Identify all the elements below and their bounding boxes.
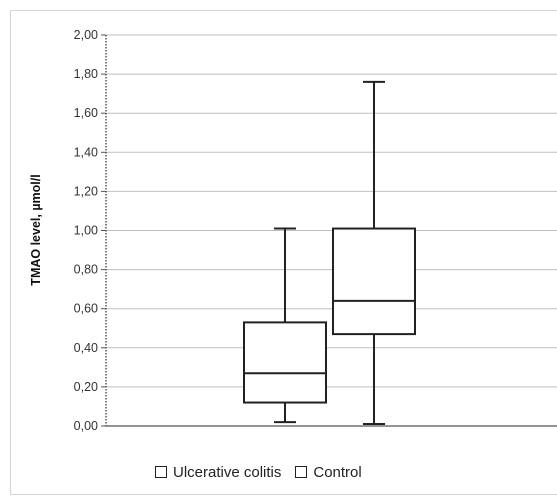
legend-item-control: Control xyxy=(295,463,362,481)
legend-swatch xyxy=(155,466,167,478)
legend-label: Control xyxy=(313,463,362,481)
y-tick-label: 1,80 xyxy=(74,67,98,81)
y-tick-label: 1,60 xyxy=(74,106,98,120)
box-series xyxy=(243,80,416,426)
legend-label: Ulcerative colitis xyxy=(173,463,282,481)
y-tick-label: 0,40 xyxy=(74,341,98,355)
iqr-box xyxy=(243,321,327,404)
y-axis xyxy=(101,34,557,427)
y-tick-label: 0,20 xyxy=(74,380,98,394)
gridlines xyxy=(106,34,557,388)
y-tick-label: 1,40 xyxy=(74,145,98,159)
y-tick-label: 1,20 xyxy=(74,184,98,198)
box-ulcerative-colitis xyxy=(243,227,327,424)
iqr-box xyxy=(332,227,416,336)
chart-frame xyxy=(10,10,557,495)
legend: Ulcerative colitis Control xyxy=(155,461,376,483)
y-tick-label: 0,00 xyxy=(74,419,98,433)
y-tick-label: 0,80 xyxy=(74,263,98,277)
legend-item-ulcerative-colitis: Ulcerative colitis xyxy=(155,464,281,481)
y-axis-label: TMAO level, µmol/l xyxy=(29,174,43,285)
y-tick-label: 0,60 xyxy=(74,302,98,316)
box-control xyxy=(332,80,416,426)
legend-swatch xyxy=(295,466,308,478)
y-tick-labels: 0,00 0,20 0,40 0,60 0,80 1,00 1,20 1,40 1,60 1,80… xyxy=(74,28,98,433)
y-tick-label: 2,00 xyxy=(74,28,98,42)
y-tick-label: 1,00 xyxy=(74,224,98,238)
